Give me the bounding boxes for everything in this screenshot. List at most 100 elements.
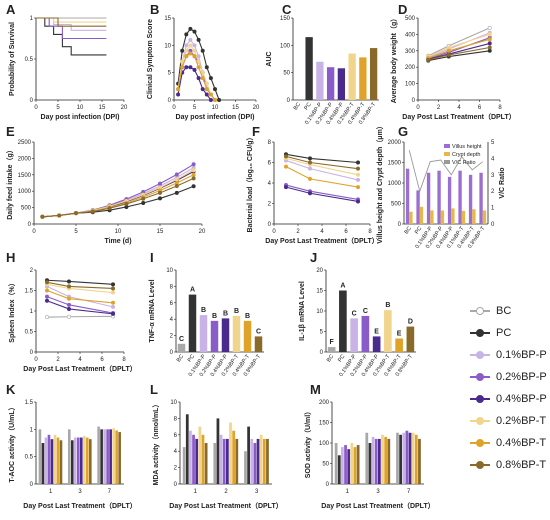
y-tick-label: 0	[170, 350, 174, 356]
bar-0-8-bp-t	[89, 439, 92, 484]
data-point-0-4-bp-p	[283, 185, 288, 190]
panel-A: 0 0.5 1 Probability of Survival 0 5 10 15 20Day …	[9, 16, 128, 121]
y-axis-label: T-AOC activity（U/mL）	[8, 403, 16, 482]
bar-0-2-bp-t	[198, 426, 202, 484]
panel-G: 0 500 1000 1500 2000 Villus height and Crypt …	[376, 122, 506, 250]
y-axis-label: SOD activity（U/ml）	[304, 408, 312, 478]
y-tick-label: 0.5	[25, 455, 34, 461]
bar-0-2-bp-t	[229, 422, 232, 484]
data-point-0-8-bp-t	[40, 214, 45, 219]
data-point-0-2-bp-t	[487, 32, 492, 37]
data-point-0-4-bp-t	[208, 92, 213, 97]
legend-marker-bpt04	[470, 438, 490, 448]
bar-0-8-bp-t	[356, 445, 360, 484]
x-tick-label: 5	[56, 105, 60, 111]
bar-villus-height	[405, 168, 410, 224]
bar-bc	[182, 447, 186, 484]
x-axis-label: Day post infection (DPI)	[176, 114, 255, 121]
data-point-0-8-bp-t	[124, 201, 129, 206]
data-point-0-4-bp-t	[487, 37, 492, 42]
y-tick-label: 6	[170, 301, 174, 307]
bar-pc	[216, 418, 220, 484]
bar-0-4-bp-t	[201, 434, 205, 484]
bar-0-1-bp-p	[402, 432, 406, 484]
data-point-0-4-bp-t	[192, 54, 197, 59]
y-tick-label: 500	[405, 16, 416, 22]
bar-bc	[177, 343, 186, 352]
data-point-pc	[204, 65, 209, 70]
bar-0-8-bp-t	[235, 438, 239, 484]
y-axis-label: Villus height and Crypt depth（μm）	[376, 122, 384, 244]
legend-item-bpp04: 0.4%BP-P	[470, 388, 550, 410]
series-line-0-8-bp-t	[36, 17, 107, 27]
bar-0-2-bp-t	[83, 435, 86, 484]
significance-letter: C	[352, 310, 357, 317]
data-point-0-8-bp-t	[141, 196, 146, 201]
bar-bc	[213, 443, 217, 484]
bar-0-8-bp-t	[266, 438, 269, 484]
x-tick-label: 7	[108, 489, 112, 495]
bar-0-4-bp-t	[359, 57, 367, 100]
data-point-0-2-bp-t	[191, 168, 196, 173]
y-tick-label: 2	[174, 466, 178, 472]
bar-0-2-bp-t	[232, 315, 241, 352]
data-point-0-4-bp-t	[44, 288, 49, 293]
legend-label-bpt04: 0.4%BP-T	[496, 437, 547, 449]
y-tick-label: 4	[170, 317, 174, 323]
y-tick-label: 100	[405, 82, 416, 88]
significance-letter: F	[329, 339, 334, 346]
data-point-0-2-bp-t	[188, 43, 193, 48]
y-tick-label: 0	[326, 482, 330, 488]
x-tick-label: BC	[293, 102, 302, 112]
bar-pc	[247, 426, 250, 484]
y-tick-label: 200	[319, 400, 330, 406]
x-tick-label: 6	[478, 105, 482, 111]
x-tick-label: 15	[99, 105, 106, 111]
data-point-bc	[487, 25, 492, 30]
y-tick-label: 0	[287, 98, 291, 104]
x-tick-label: 2	[296, 229, 300, 235]
data-point-0-2-bp-p	[174, 172, 179, 177]
data-point-pc	[196, 37, 201, 42]
series-line-0-1-bp-p	[428, 32, 490, 58]
data-point-pc	[487, 48, 492, 53]
x-axis-label: Day Post Last Treatment（DPLT）	[321, 502, 434, 510]
panel-letter-f: F	[252, 124, 260, 139]
x-tick-label: 10	[115, 229, 122, 235]
y2-tick-label: 2	[491, 189, 495, 195]
data-point-0-4-bp-t	[191, 172, 196, 177]
x-tick-label: 4	[457, 105, 461, 111]
bar-0-4-bp-p	[378, 438, 381, 484]
bar-0-1-bp-p	[103, 429, 106, 484]
bar-0-4-bp-t	[353, 447, 357, 484]
legend-item-bpt08: 0.8%BP-T	[470, 454, 550, 476]
significance-letter: E	[397, 330, 402, 337]
x-axis-label: Day post infection (DPI)	[41, 114, 120, 121]
bar-bc	[244, 451, 247, 484]
y-tick-label: 2500	[18, 140, 32, 146]
data-point-pc	[208, 76, 213, 81]
bar-pc	[41, 443, 45, 484]
bar-0-2-bp-t	[350, 443, 354, 484]
panel-K: 0 0.5 1 1.5 T-AOC activity（U/mL） 1 3 7 Day Post …	[8, 400, 137, 510]
data-point-pc	[188, 26, 193, 31]
legend-label: Crypt depth	[452, 152, 480, 158]
y-tick-label: 0	[30, 482, 34, 488]
bar-villus-height	[468, 174, 473, 224]
x-tick-label: 10	[212, 105, 219, 111]
bar-0-2-bp-p	[76, 437, 80, 484]
bar-0-4-bp-p	[221, 318, 230, 352]
panel-F: 0 2 4 6 8 Bacterial load（log₁₀ CFU/g） 0 2 4 6 8 Day…	[246, 133, 379, 245]
y-tick-label: 5	[168, 71, 172, 77]
data-point-0-2-bp-t	[111, 290, 116, 295]
y-tick-label: 20	[316, 268, 323, 274]
series-line-0-4-bp-p	[285, 186, 359, 202]
data-point-pc	[191, 184, 196, 189]
x-tick-label: BC	[326, 354, 335, 364]
data-point-pc	[174, 190, 179, 195]
bar-crypt-depth	[440, 210, 445, 224]
y-axis-label: IL-1β mRNA Level	[299, 281, 306, 341]
x-tick-label: 6	[100, 357, 104, 363]
y-tick-label: 0	[268, 222, 272, 228]
legend-item-pc: PC	[470, 322, 550, 344]
